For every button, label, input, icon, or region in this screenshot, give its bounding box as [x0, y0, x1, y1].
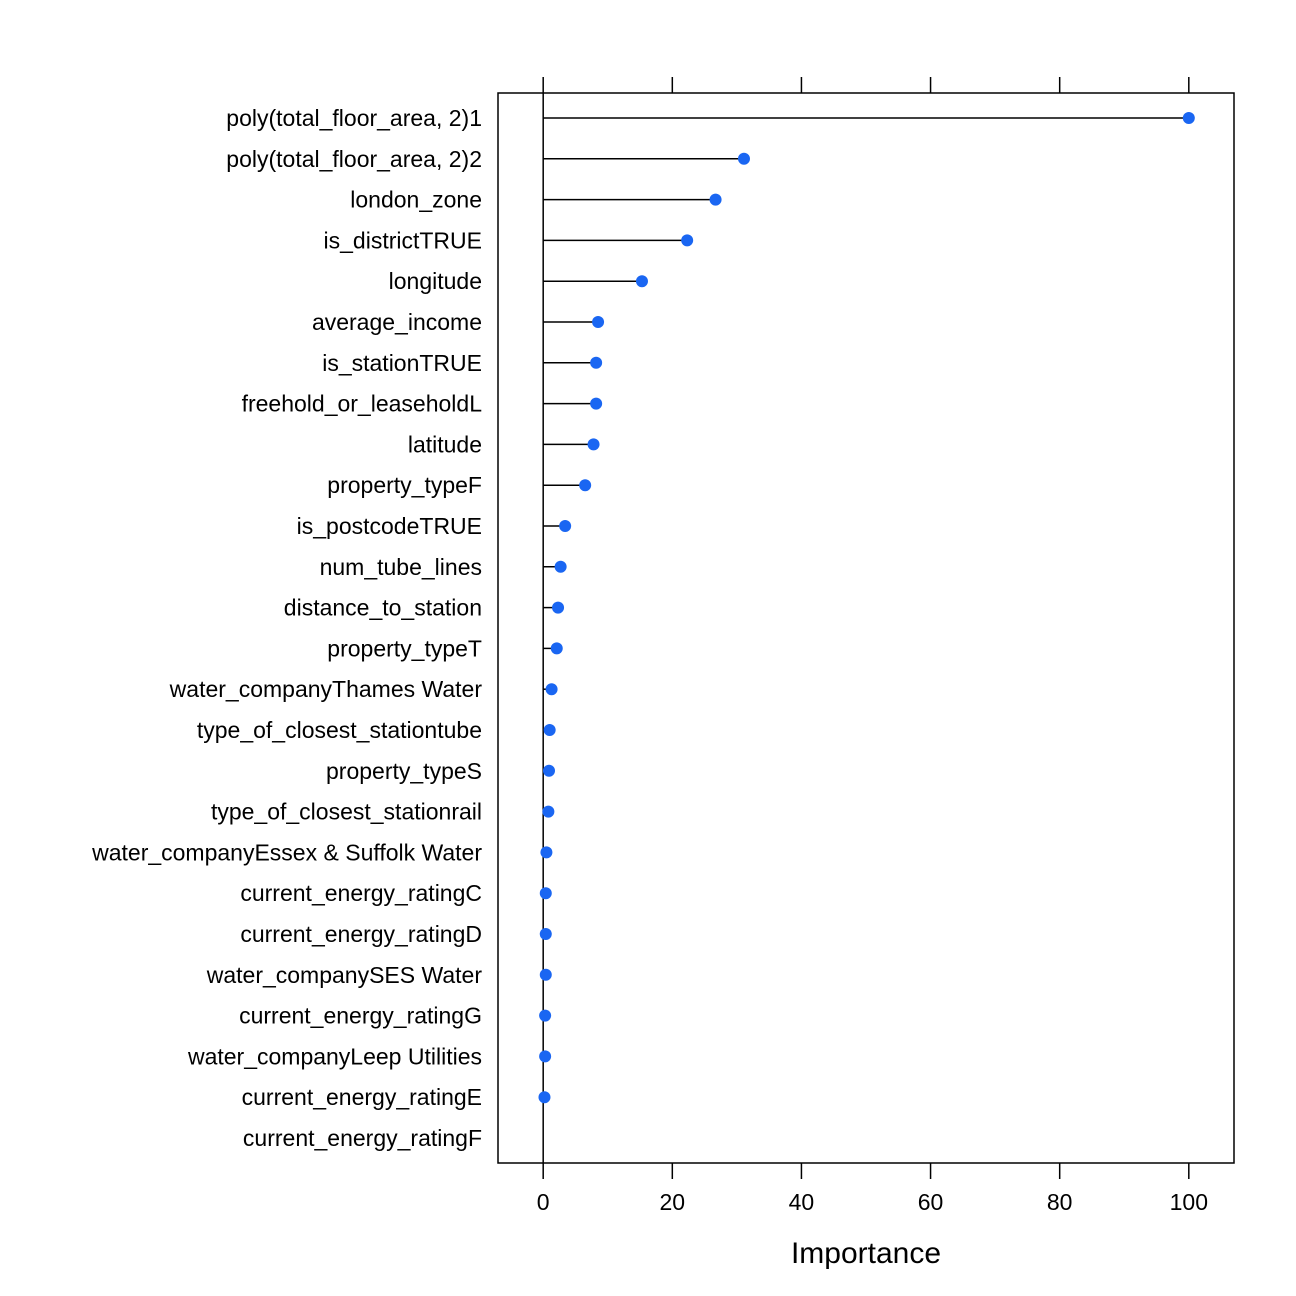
data-point — [590, 397, 603, 410]
data-point — [539, 1050, 552, 1063]
category-label: property_typeS — [326, 758, 482, 784]
category-label: freehold_or_leaseholdL — [242, 391, 483, 417]
data-point — [554, 560, 567, 573]
data-point — [579, 479, 592, 492]
category-label: poly(total_floor_area, 2)2 — [226, 146, 482, 172]
data-point — [539, 887, 552, 900]
data-point — [709, 193, 722, 206]
category-label: current_energy_ratingF — [243, 1125, 482, 1151]
data-point — [539, 1009, 552, 1022]
category-label: type_of_closest_stationrail — [211, 799, 482, 825]
category-label: distance_to_station — [284, 595, 482, 621]
category-label: current_energy_ratingC — [240, 880, 482, 906]
data-points — [538, 112, 1195, 1104]
category-label: water_companyLeep Utilities — [187, 1043, 482, 1069]
category-label: poly(total_floor_area, 2)1 — [226, 105, 482, 131]
data-point — [539, 968, 552, 981]
data-point — [559, 520, 572, 532]
y-axis-labels: poly(total_floor_area, 2)1 poly(total_flo… — [91, 105, 482, 1151]
x-tick-label: 40 — [789, 1189, 815, 1215]
data-point — [1182, 112, 1195, 124]
data-point — [540, 846, 553, 859]
lollipop-stems — [543, 117, 1189, 1098]
category-label: current_energy_ratingG — [239, 1003, 482, 1029]
category-label: longitude — [389, 268, 482, 294]
category-label: water_companyThames Water — [169, 676, 483, 702]
category-label: water_companySES Water — [206, 962, 483, 988]
category-label: water_companyEssex & Suffolk Water — [91, 839, 482, 865]
category-label: num_tube_lines — [320, 554, 482, 580]
category-label: is_stationTRUE — [322, 350, 482, 376]
x-tick-label: 100 — [1170, 1189, 1208, 1215]
category-label: is_postcodeTRUE — [297, 513, 482, 539]
x-axis-title: Importance — [791, 1237, 941, 1270]
x-tick-label: 20 — [660, 1189, 686, 1215]
category-label: current_energy_ratingE — [242, 1084, 482, 1110]
x-axis: 0 20 40 60 80 100 — [537, 1163, 1208, 1215]
data-point — [542, 805, 555, 818]
data-point — [590, 356, 603, 369]
data-point — [539, 928, 552, 940]
category-label: type_of_closest_stationtube — [197, 717, 482, 743]
data-point — [552, 601, 565, 614]
x-tick-label: 80 — [1047, 1189, 1073, 1215]
top-axis-ticks — [542, 77, 1190, 93]
data-point — [681, 234, 694, 247]
data-point — [543, 724, 556, 736]
data-point — [592, 316, 605, 328]
x-tick-label: 60 — [918, 1189, 944, 1215]
data-point — [550, 642, 563, 655]
category-label: property_typeT — [327, 635, 482, 661]
category-label: average_income — [312, 309, 482, 335]
data-point — [587, 438, 600, 451]
data-point — [737, 152, 750, 165]
data-point — [538, 1091, 551, 1104]
category-label: property_typeF — [327, 472, 482, 498]
category-label: is_districtTRUE — [324, 227, 482, 253]
category-label: latitude — [408, 431, 482, 457]
data-point — [543, 764, 556, 777]
category-label: london_zone — [350, 187, 482, 213]
data-point — [545, 683, 558, 696]
data-point — [635, 275, 648, 288]
category-label: current_energy_ratingD — [240, 921, 482, 947]
plot-frame — [497, 92, 1235, 1164]
x-tick-label: 0 — [537, 1189, 550, 1215]
